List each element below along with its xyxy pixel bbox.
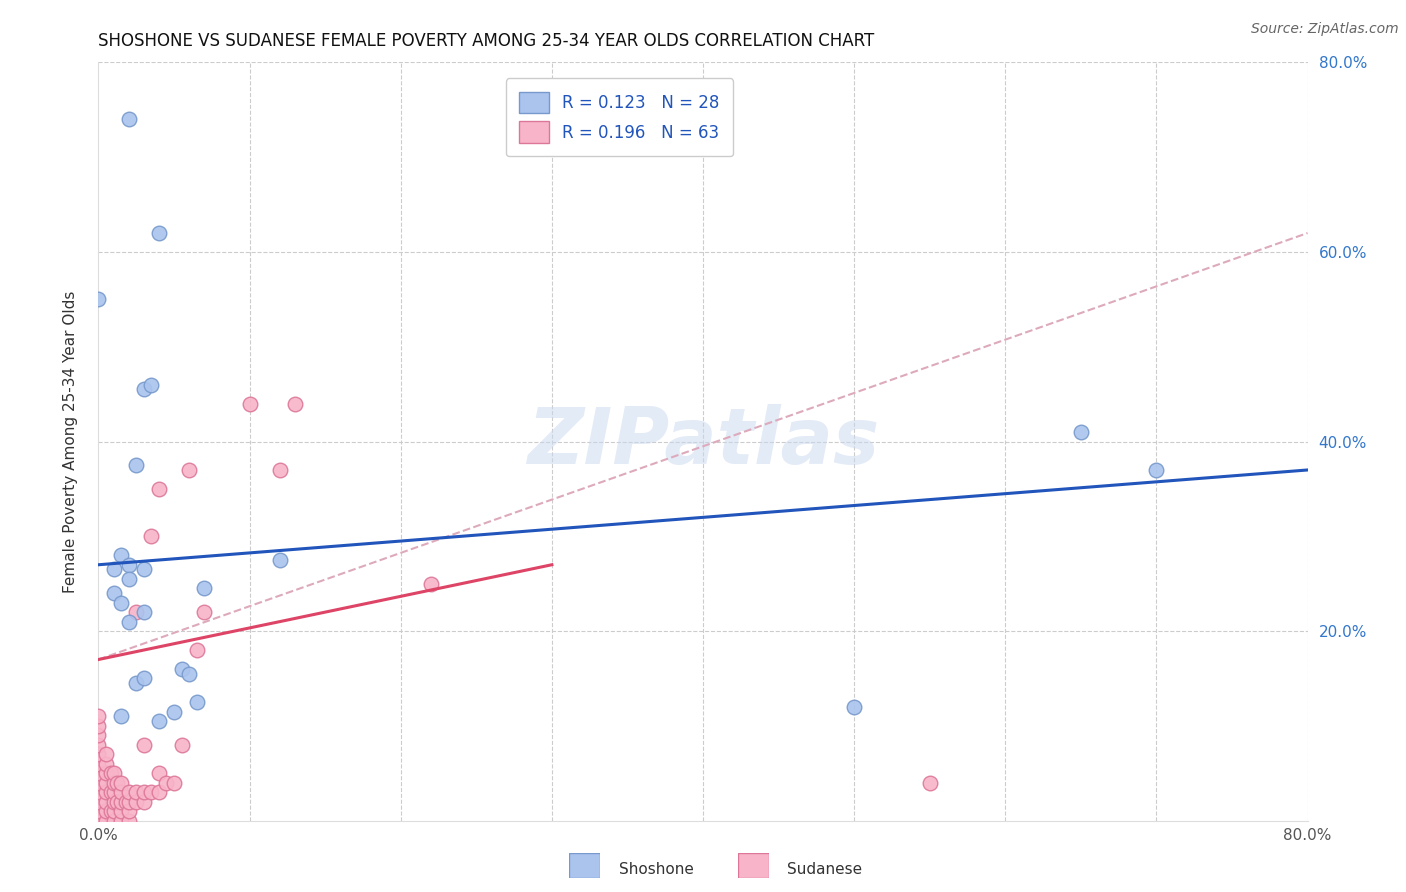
Sudanese xyxy=(87,709,110,723)
Sudanese xyxy=(125,605,148,619)
Shoshone xyxy=(132,672,155,686)
Sudanese xyxy=(87,785,110,799)
Sudanese xyxy=(103,804,125,818)
Sudanese xyxy=(132,795,155,809)
Sudanese xyxy=(148,785,170,799)
Sudanese xyxy=(918,776,941,790)
Sudanese xyxy=(100,804,122,818)
Sudanese xyxy=(105,795,128,809)
Shoshone xyxy=(193,582,215,596)
Sudanese xyxy=(148,482,170,496)
Sudanese xyxy=(87,766,110,780)
Sudanese xyxy=(132,785,155,799)
Sudanese xyxy=(103,766,125,780)
Shoshone xyxy=(132,605,155,619)
Sudanese xyxy=(87,804,110,818)
Shoshone xyxy=(87,293,110,307)
Shoshone xyxy=(1144,463,1167,477)
Sudanese xyxy=(94,804,117,818)
Sudanese xyxy=(125,785,148,799)
Shoshone xyxy=(118,615,141,629)
Sudanese xyxy=(87,747,110,762)
Shoshone xyxy=(125,458,148,473)
Sudanese xyxy=(239,396,262,410)
Sudanese xyxy=(94,747,117,762)
Shoshone xyxy=(163,705,186,719)
Sudanese xyxy=(179,463,201,477)
Sudanese xyxy=(163,776,186,790)
Sudanese xyxy=(94,756,117,771)
Sudanese xyxy=(420,576,443,591)
Sudanese xyxy=(87,776,110,790)
Shoshone xyxy=(103,562,125,576)
Sudanese xyxy=(141,785,163,799)
Sudanese xyxy=(155,776,177,790)
Shoshone xyxy=(118,558,141,572)
Sudanese xyxy=(100,766,122,780)
Sudanese xyxy=(148,766,170,780)
Sudanese xyxy=(114,795,136,809)
Sudanese xyxy=(87,719,110,733)
Shoshone xyxy=(110,548,132,563)
Sudanese xyxy=(269,463,291,477)
Sudanese xyxy=(87,728,110,742)
Sudanese xyxy=(141,529,163,543)
Shoshone xyxy=(269,553,291,567)
Shoshone xyxy=(148,714,170,728)
Sudanese xyxy=(284,396,307,410)
Text: Source: ZipAtlas.com: Source: ZipAtlas.com xyxy=(1251,22,1399,37)
Sudanese xyxy=(87,738,110,752)
Sudanese xyxy=(125,795,148,809)
Shoshone xyxy=(141,377,163,392)
Shoshone xyxy=(148,226,170,240)
Shoshone xyxy=(186,695,208,709)
Sudanese xyxy=(105,776,128,790)
Sudanese xyxy=(186,643,208,657)
Sudanese xyxy=(132,738,155,752)
Y-axis label: Female Poverty Among 25-34 Year Olds: Female Poverty Among 25-34 Year Olds xyxy=(63,291,77,592)
Shoshone xyxy=(118,572,141,586)
Sudanese xyxy=(94,766,117,780)
Sudanese xyxy=(110,776,132,790)
Shoshone xyxy=(125,676,148,690)
Sudanese xyxy=(103,785,125,799)
Sudanese xyxy=(110,795,132,809)
Sudanese xyxy=(94,776,117,790)
Sudanese xyxy=(103,795,125,809)
Sudanese xyxy=(94,814,117,828)
Shoshone xyxy=(132,562,155,576)
Sudanese xyxy=(103,776,125,790)
Sudanese xyxy=(87,795,110,809)
Sudanese xyxy=(193,605,215,619)
Text: Shoshone: Shoshone xyxy=(619,863,693,877)
Sudanese xyxy=(94,795,117,809)
Shoshone xyxy=(179,666,201,681)
Sudanese xyxy=(100,785,122,799)
Sudanese xyxy=(170,738,193,752)
Shoshone xyxy=(844,699,866,714)
Text: SHOSHONE VS SUDANESE FEMALE POVERTY AMONG 25-34 YEAR OLDS CORRELATION CHART: SHOSHONE VS SUDANESE FEMALE POVERTY AMON… xyxy=(98,32,875,50)
Text: ZIPatlas: ZIPatlas xyxy=(527,403,879,480)
Shoshone xyxy=(132,383,155,397)
Sudanese xyxy=(94,785,117,799)
Sudanese xyxy=(110,804,132,818)
Shoshone xyxy=(1070,425,1092,439)
Legend: R = 0.123   N = 28, R = 0.196   N = 63: R = 0.123 N = 28, R = 0.196 N = 63 xyxy=(506,78,733,156)
Shoshone xyxy=(170,662,193,676)
Shoshone xyxy=(103,586,125,600)
Sudanese xyxy=(118,785,141,799)
Sudanese xyxy=(87,814,110,828)
Shoshone xyxy=(110,709,132,723)
Sudanese xyxy=(118,804,141,818)
Sudanese xyxy=(87,756,110,771)
Sudanese xyxy=(110,785,132,799)
Shoshone xyxy=(110,596,132,610)
Sudanese xyxy=(118,795,141,809)
Sudanese xyxy=(103,814,125,828)
Sudanese xyxy=(110,814,132,828)
Sudanese xyxy=(118,814,141,828)
Text: Sudanese: Sudanese xyxy=(787,863,862,877)
Shoshone xyxy=(118,112,141,127)
